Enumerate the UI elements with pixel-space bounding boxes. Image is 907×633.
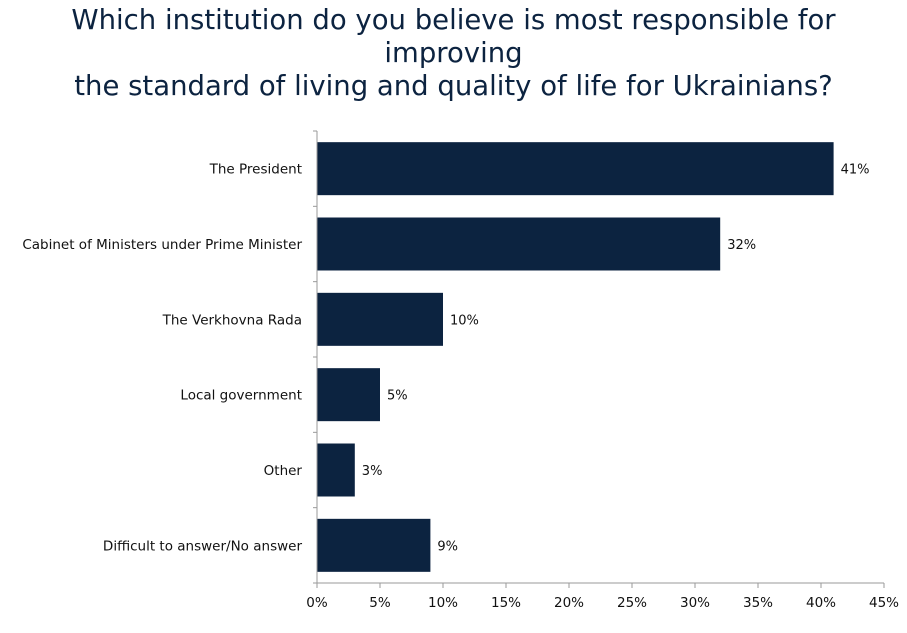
x-tick-label: 5%	[369, 595, 391, 611]
bar	[317, 368, 380, 422]
x-tick-label: 45%	[869, 595, 899, 611]
x-tick-label: 40%	[806, 595, 836, 611]
data-label: 10%	[450, 313, 479, 328]
bar	[317, 518, 431, 572]
title-line-2: the standard of living and quality of li…	[74, 70, 833, 102]
data-label: 41%	[841, 163, 870, 178]
bar	[317, 292, 443, 346]
category-label: The Verkhovna Rada	[162, 312, 302, 328]
title-line-1: Which institution do you believe is most…	[71, 4, 836, 69]
category-label: The President	[209, 162, 302, 178]
bar	[317, 142, 834, 196]
data-label: 5%	[387, 389, 408, 404]
bars-layer: 41% 32% 10% 5% 3% 9%	[317, 142, 870, 572]
x-tick-label: 25%	[617, 595, 647, 611]
category-label: Cabinet of Ministers under Prime Ministe…	[22, 237, 302, 253]
data-label: 3%	[362, 464, 383, 479]
x-tick-label: 0%	[306, 595, 328, 611]
category-label: Local government	[180, 388, 302, 404]
x-tick-label: 30%	[680, 595, 710, 611]
category-label: Difficult to answer/No answer	[103, 538, 303, 554]
axes-layer: The President Cabinet of Ministers under …	[22, 130, 899, 611]
x-tick-label: 20%	[554, 595, 584, 611]
bar	[317, 217, 721, 271]
chart-title: Which institution do you believe is most…	[0, 4, 907, 103]
category-label: Other	[264, 463, 303, 479]
x-tick-label: 10%	[428, 595, 458, 611]
data-label: 32%	[727, 238, 756, 253]
x-tick-label: 35%	[743, 595, 773, 611]
data-label: 9%	[437, 539, 458, 554]
x-tick-label: 15%	[491, 595, 521, 611]
bar	[317, 443, 355, 497]
